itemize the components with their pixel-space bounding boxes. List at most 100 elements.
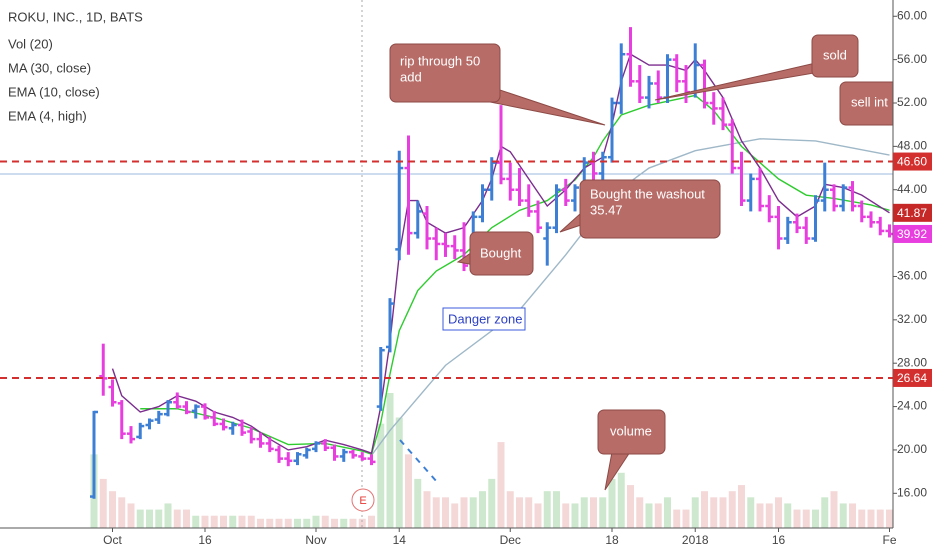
volume-bar <box>645 503 653 528</box>
volume-bar <box>118 497 126 528</box>
volume-bar <box>368 515 375 528</box>
annotation-text: Bought the washout <box>590 186 705 201</box>
volume-bar <box>479 491 486 528</box>
volume-bar <box>525 497 533 528</box>
annotation-text: sell int <box>851 94 888 109</box>
volume-bar <box>719 497 727 528</box>
volume-bar <box>867 509 875 528</box>
volume-bar <box>802 509 810 528</box>
y-tick-label: 24.00 <box>897 399 927 413</box>
volume-bar <box>423 491 431 528</box>
volume-bar <box>876 509 884 528</box>
volume-bar <box>775 497 782 528</box>
volume-bar <box>506 491 514 528</box>
volume-bar <box>358 518 366 528</box>
callout: rip through 50 add <box>389 43 606 126</box>
volume-bar <box>146 509 153 528</box>
volume-bar <box>756 503 764 528</box>
annotation-text: Bought <box>480 245 522 260</box>
volume-bar <box>738 485 745 528</box>
volume-bar <box>229 515 237 528</box>
volume-bar <box>164 503 172 528</box>
volume-bar <box>210 515 218 528</box>
annotation-text: Danger zone <box>448 311 522 326</box>
volume-bar <box>266 518 274 528</box>
volume-bar <box>155 509 163 528</box>
volume-bar <box>238 515 246 528</box>
volume-bar <box>701 491 708 528</box>
volume-layer <box>90 393 893 528</box>
volume-bar <box>109 491 116 528</box>
y-tick-label: 48.00 <box>897 139 927 153</box>
price-tag-label: 39.92 <box>897 227 927 241</box>
volume-bar <box>636 497 644 528</box>
price-tag-label: 46.60 <box>897 155 927 169</box>
price-layer <box>90 27 893 499</box>
volume-bar <box>617 472 625 528</box>
callout: sell int <box>839 81 893 126</box>
volume-bar <box>331 518 338 528</box>
volume-bar <box>488 478 496 528</box>
volume-bar <box>562 503 570 528</box>
price-tag <box>893 203 932 222</box>
volume-bar <box>534 503 542 528</box>
y-tick-label: 16.00 <box>897 485 927 499</box>
volume-bar <box>580 497 588 528</box>
volume-bar <box>99 478 107 528</box>
x-tick-label: 18 <box>605 533 619 547</box>
volume-bar <box>728 491 736 528</box>
volume-bar <box>201 515 209 528</box>
volume-bar <box>451 503 459 528</box>
y-tick-label: 52.00 <box>897 95 927 109</box>
arrow-line <box>399 439 438 483</box>
volume-bar <box>192 515 200 528</box>
volume-bar <box>571 503 579 528</box>
price-axis <box>893 0 932 550</box>
volume-bar <box>497 442 505 528</box>
volume-bar <box>136 509 144 528</box>
volume-bar <box>340 518 348 528</box>
volume-bar <box>886 509 893 528</box>
volume-bar <box>858 509 866 528</box>
volume-bar <box>793 509 801 528</box>
volume-bar <box>127 503 135 528</box>
volume-bar <box>627 485 634 528</box>
volume-bar <box>183 509 190 528</box>
x-tick-label: 16 <box>198 533 212 547</box>
price-tag <box>893 368 932 387</box>
volume-bar <box>312 515 320 528</box>
volume-bar <box>830 491 838 528</box>
volume-bar <box>220 515 227 528</box>
x-tick-label: Nov <box>305 533 326 547</box>
x-tick-label: Dec <box>500 533 521 547</box>
annotation-text: rip through 50 <box>400 53 480 68</box>
annotation-text: volume <box>610 423 652 438</box>
y-tick-label: 20.00 <box>897 442 927 456</box>
x-tick-label: Fe <box>882 533 896 547</box>
callout: Bought <box>456 231 534 276</box>
volume-bar <box>691 497 699 528</box>
y-tick-label: 32.00 <box>897 312 927 326</box>
annotation-text: add <box>400 69 422 84</box>
price-tag <box>893 224 932 243</box>
callout: volume <box>597 409 666 491</box>
callout: Bought the washout 35.47 <box>559 179 721 239</box>
volume-bar <box>247 515 255 528</box>
volume-bar <box>812 509 819 528</box>
y-tick-label: 60.00 <box>897 8 927 22</box>
volume-bar <box>395 417 403 528</box>
volume-bar <box>516 497 523 528</box>
y-tick-label: 36.00 <box>897 269 927 283</box>
volume-bar <box>765 503 773 528</box>
volume-bar <box>682 509 690 528</box>
volume-bar <box>257 518 264 528</box>
volume-bar <box>432 497 440 528</box>
guide-layer <box>0 0 893 528</box>
volume-bar <box>303 518 311 528</box>
x-tick-label: 14 <box>393 533 407 547</box>
annotation-text: sold <box>823 47 847 62</box>
callout: sold <box>654 34 859 101</box>
legend-entry: EMA (4, high) <box>8 108 87 123</box>
price-tag <box>893 152 932 171</box>
volume-bar <box>784 503 792 528</box>
